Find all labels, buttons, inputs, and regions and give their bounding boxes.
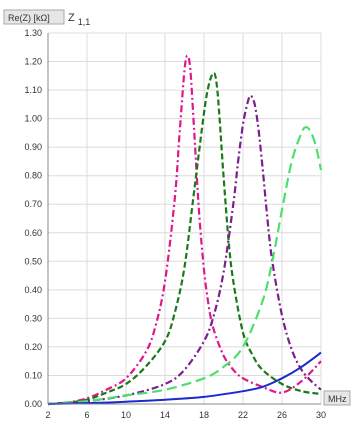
x-tick-label: 22 — [238, 410, 248, 420]
y-tick-label: 0.00 — [24, 399, 42, 409]
series-line-4 — [47, 126, 323, 406]
x-tick-label: 14 — [160, 410, 170, 420]
panel-label: Z 1,1 — [68, 12, 90, 27]
y-tick-label: 0.90 — [24, 142, 42, 152]
x-axis-label: MHz — [328, 394, 347, 404]
grid — [48, 32, 322, 404]
series-lines — [47, 54, 323, 406]
x-tick-label: 18 — [199, 410, 209, 420]
y-tick-label: 0.20 — [24, 342, 42, 352]
y-tick-label: 0.80 — [24, 171, 42, 181]
x-tick-label: 30 — [316, 410, 326, 420]
series-line-5 — [47, 351, 322, 405]
y-tick-label: 1.00 — [24, 114, 42, 124]
y-tick-labels: 0.00 0.10 0.20 0.30 0.40 0.50 0.60 0.70 0.80 0.90… — [24, 28, 42, 409]
y-axis-label-box — [3, 9, 65, 25]
y-tick-label: 0.70 — [24, 199, 42, 209]
x-tick-label: 10 — [121, 410, 131, 420]
y-tick-label: 0.30 — [24, 313, 42, 323]
axes — [47, 33, 321, 405]
panel-label-base: Z — [68, 12, 75, 24]
y-tick-label: 1.10 — [24, 85, 42, 95]
x-axis-label-box — [323, 390, 351, 406]
series-line-1 — [47, 54, 322, 406]
y-tick-label: 0.50 — [24, 256, 42, 266]
series-line-2 — [47, 71, 322, 406]
y-tick-label: 0.40 — [24, 285, 42, 295]
y-tick-label: 1.30 — [24, 28, 42, 38]
y-tick-label: 0.60 — [24, 228, 42, 238]
x-tick-label: 2 — [45, 410, 50, 420]
x-tick-label: 26 — [277, 410, 287, 420]
y-tick-label: 1.20 — [24, 57, 42, 67]
x-tick-labels: 2 6 10 14 18 22 26 30 — [45, 410, 326, 420]
x-tick-label: 6 — [84, 410, 89, 420]
panel-label-sub: 1,1 — [78, 17, 91, 27]
series-line-3 — [47, 94, 322, 406]
y-axis-label: Re(Z) [kΩ] — [8, 13, 50, 23]
y-tick-label: 0.10 — [24, 370, 42, 380]
